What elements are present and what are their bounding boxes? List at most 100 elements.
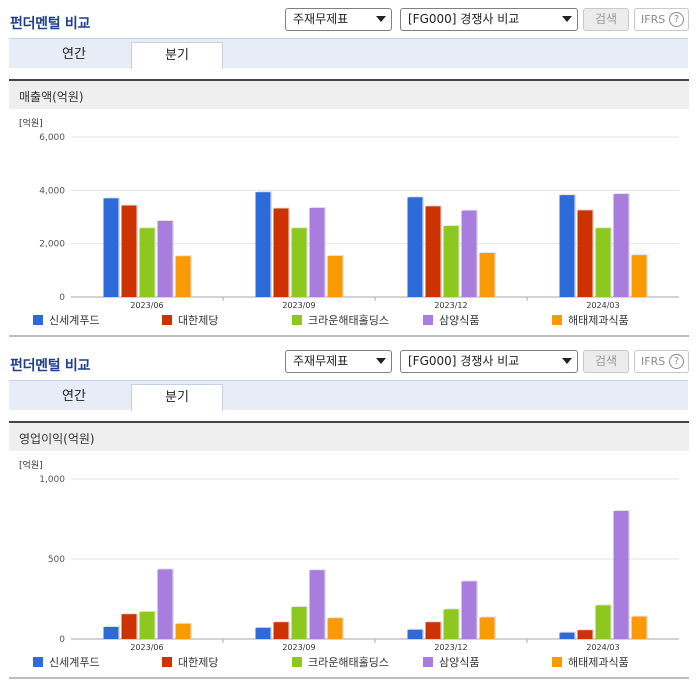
bar-대한제당 — [273, 208, 289, 297]
bar-크라운해태홀딩스 — [595, 228, 611, 297]
ifrs-help-button[interactable]: IFRS? — [634, 350, 689, 373]
bar-해태제과식품 — [327, 255, 343, 297]
metric-header: 영업이익(억원) — [9, 421, 689, 451]
bar-신세계푸드 — [255, 627, 271, 639]
legend-swatch — [292, 657, 302, 667]
chevron-down-icon — [376, 16, 386, 22]
tab-quarter[interactable]: 분기 — [131, 42, 223, 69]
fundamental-panel-operating-profit: 펀더멘털 비교 주재무제표 [FG000] 경쟁사 비교 검색 IFRS? 연간… — [0, 342, 696, 679]
legend-label: 크라운해태홀딩스 — [308, 655, 389, 669]
legend-swatch — [33, 315, 43, 325]
legend-swatch — [552, 315, 562, 325]
legend-label: 신세계푸드 — [49, 314, 100, 327]
bar-삼양식품 — [309, 207, 325, 297]
x-tick-label: 2023/06 — [130, 643, 163, 652]
tab-quarter[interactable]: 분기 — [131, 384, 223, 411]
ifrs-label: IFRS — [641, 13, 666, 26]
bar-삼양식품 — [613, 511, 629, 639]
chevron-down-icon — [376, 358, 386, 364]
x-tick-label: 2023/09 — [282, 301, 315, 310]
legend-swatch — [552, 657, 562, 667]
bar-해태제과식품 — [631, 616, 647, 639]
x-tick-label: 2023/09 — [282, 643, 315, 652]
chevron-down-icon — [562, 16, 572, 22]
peer-group-select[interactable]: [FG000] 경쟁사 비교 — [400, 350, 578, 373]
revenue-chart-svg: [억원] 0 2,000 4,000 6,000 2023/06 2023/09 2023/1… — [19, 117, 679, 327]
panel-title: 펀더멘털 비교 — [10, 358, 91, 374]
legend-swatch — [162, 315, 172, 325]
help-icon: ? — [669, 12, 684, 27]
tab-annual[interactable]: 연간 — [62, 47, 86, 62]
tab-annual[interactable]: 연간 — [62, 389, 86, 404]
bar-크라운해태홀딩스 — [291, 607, 307, 639]
bar-크라운해태홀딩스 — [443, 226, 459, 297]
bar-신세계푸드 — [407, 197, 423, 297]
bar-해태제과식품 — [175, 256, 191, 297]
panel-header: 펀더멘털 비교 주재무제표 [FG000] 경쟁사 비교 검색 IFRS? — [0, 342, 696, 378]
bar-대한제당 — [577, 210, 593, 297]
legend-swatch — [33, 657, 43, 667]
revenue-chart: [억원] 0 2,000 4,000 6,000 2023/06 2023/09 2023/1… — [9, 110, 689, 335]
metric-title: 매출액(억원) — [19, 90, 84, 104]
unit-label: [억원] — [19, 459, 43, 471]
legend-swatch — [162, 657, 172, 667]
bar-신세계푸드 — [103, 627, 119, 639]
peer-group-value: [FG000] 경쟁사 비교 — [408, 12, 520, 26]
help-icon: ? — [669, 354, 684, 369]
operating-profit-chart-svg: [억원] 0 500 1,000 2023/06 2023/09 2023/12 2024/0… — [19, 459, 679, 669]
peer-group-value: [FG000] 경쟁사 비교 — [408, 354, 520, 368]
x-tick-label: 2023/12 — [434, 301, 467, 310]
bar-삼양식품 — [461, 581, 477, 639]
bar-대한제당 — [121, 614, 137, 639]
divider — [9, 335, 689, 337]
statement-type-value: 주재무제표 — [293, 354, 349, 368]
bar-크라운해태홀딩스 — [595, 605, 611, 639]
metric-title: 영업이익(억원) — [19, 432, 95, 446]
bar-대한제당 — [273, 622, 289, 639]
bar-대한제당 — [425, 206, 441, 297]
x-tick-label: 2023/12 — [434, 643, 467, 652]
statement-type-select[interactable]: 주재무제표 — [285, 8, 392, 31]
bar-해태제과식품 — [327, 618, 343, 639]
bar-삼양식품 — [157, 221, 173, 297]
bar-해태제과식품 — [631, 255, 647, 297]
legend-label: 해태제과식품 — [568, 313, 629, 327]
x-tick-label: 2024/03 — [586, 643, 619, 652]
bar-크라운해태홀딩스 — [139, 611, 155, 639]
peer-group-select[interactable]: [FG000] 경쟁사 비교 — [400, 8, 578, 31]
ifrs-help-button[interactable]: IFRS? — [634, 8, 689, 31]
bar-해태제과식품 — [175, 623, 191, 639]
legend-label: 대한제당 — [178, 314, 218, 327]
panel-title: 펀더멘털 비교 — [10, 16, 91, 32]
legend-label: 크라운해태홀딩스 — [308, 313, 389, 327]
legend-swatch — [292, 315, 302, 325]
x-tick-label: 2024/03 — [586, 301, 619, 310]
period-tabs: 연간 분기 — [9, 380, 688, 411]
bar-삼양식품 — [157, 569, 173, 639]
statement-type-select[interactable]: 주재무제표 — [285, 350, 392, 373]
search-button[interactable]: 검색 — [583, 8, 629, 31]
y-tick-label: 0 — [59, 293, 65, 303]
fundamental-panel-revenue: 펀더멘털 비교 주재무제표 [FG000] 경쟁사 비교 검색 IFRS? 연간… — [0, 0, 696, 337]
panel-header: 펀더멘털 비교 주재무제표 [FG000] 경쟁사 비교 검색 IFRS? — [0, 0, 696, 36]
operating-profit-chart: [억원] 0 500 1,000 2023/06 2023/09 2023/12 2024/0… — [9, 452, 689, 677]
bar-크라운해태홀딩스 — [443, 609, 459, 639]
y-tick-label: 0 — [59, 635, 65, 645]
bar-해태제과식품 — [479, 253, 495, 297]
x-tick-label: 2023/06 — [130, 301, 163, 310]
bar-신세계푸드 — [255, 192, 271, 297]
legend-label: 대한제당 — [178, 656, 218, 669]
bar-대한제당 — [577, 630, 593, 639]
bar-해태제과식품 — [479, 617, 495, 639]
y-tick-label: 500 — [48, 555, 65, 565]
y-tick-label: 6,000 — [39, 133, 65, 143]
statement-type-value: 주재무제표 — [293, 12, 349, 26]
bar-삼양식품 — [309, 570, 325, 639]
search-button[interactable]: 검색 — [583, 350, 629, 373]
divider — [9, 677, 689, 679]
unit-label: [억원] — [19, 117, 43, 129]
legend-label: 신세계푸드 — [49, 656, 100, 669]
legend-swatch — [423, 657, 433, 667]
legend-label: 해태제과식품 — [568, 655, 629, 669]
period-tabs: 연간 분기 — [9, 38, 688, 69]
